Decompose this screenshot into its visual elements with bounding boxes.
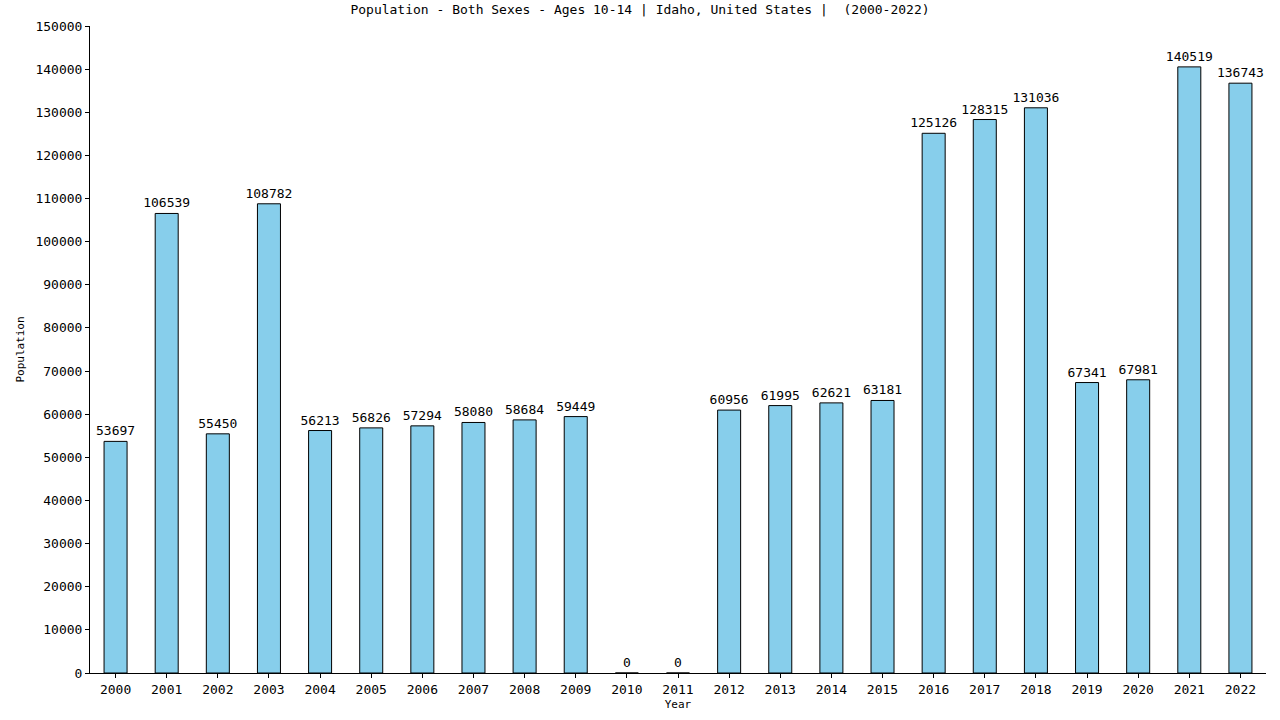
svg-text:110000: 110000 — [35, 191, 82, 206]
svg-text:2004: 2004 — [304, 682, 335, 697]
svg-text:140000: 140000 — [35, 62, 82, 77]
svg-text:2002: 2002 — [202, 682, 233, 697]
svg-text:2003: 2003 — [253, 682, 284, 697]
svg-text:2015: 2015 — [867, 682, 898, 697]
svg-text:130000: 130000 — [35, 105, 82, 120]
svg-text:58684: 58684 — [505, 402, 544, 417]
svg-text:150000: 150000 — [35, 19, 82, 34]
svg-text:10000: 10000 — [43, 622, 82, 637]
svg-text:Year: Year — [665, 698, 692, 711]
svg-text:56826: 56826 — [352, 410, 391, 425]
svg-text:0: 0 — [75, 666, 83, 681]
svg-text:2006: 2006 — [407, 682, 438, 697]
svg-text:2020: 2020 — [1123, 682, 1154, 697]
svg-text:2012: 2012 — [713, 682, 744, 697]
svg-text:131036: 131036 — [1012, 90, 1059, 105]
svg-text:125126: 125126 — [910, 115, 957, 130]
svg-text:2007: 2007 — [458, 682, 489, 697]
svg-text:60000: 60000 — [43, 407, 82, 422]
svg-text:2005: 2005 — [356, 682, 387, 697]
svg-text:2017: 2017 — [969, 682, 1000, 697]
svg-text:90000: 90000 — [43, 277, 82, 292]
svg-text:2008: 2008 — [509, 682, 540, 697]
svg-text:120000: 120000 — [35, 148, 82, 163]
svg-text:58080: 58080 — [454, 404, 493, 419]
svg-text:61995: 61995 — [761, 388, 800, 403]
svg-text:2000: 2000 — [100, 682, 131, 697]
svg-text:0: 0 — [623, 655, 631, 670]
svg-text:80000: 80000 — [43, 320, 82, 335]
svg-text:50000: 50000 — [43, 450, 82, 465]
svg-text:128315: 128315 — [961, 102, 1008, 117]
svg-text:53697: 53697 — [96, 423, 135, 438]
svg-text:67981: 67981 — [1119, 362, 1158, 377]
svg-text:55450: 55450 — [198, 416, 237, 431]
svg-text:59449: 59449 — [556, 399, 595, 414]
svg-text:63181: 63181 — [863, 382, 902, 397]
svg-text:56213: 56213 — [301, 413, 340, 428]
svg-text:136743: 136743 — [1217, 65, 1264, 80]
svg-text:57294: 57294 — [403, 408, 442, 423]
svg-text:108782: 108782 — [245, 186, 292, 201]
svg-text:Population - Both Sexes - Ages: Population - Both Sexes - Ages 10-14 | I… — [350, 2, 929, 17]
svg-text:106539: 106539 — [143, 195, 190, 210]
svg-text:2018: 2018 — [1020, 682, 1051, 697]
svg-text:2013: 2013 — [765, 682, 796, 697]
svg-text:100000: 100000 — [35, 234, 82, 249]
svg-text:Population: Population — [14, 316, 27, 382]
svg-text:67341: 67341 — [1067, 365, 1106, 380]
svg-text:30000: 30000 — [43, 536, 82, 551]
svg-text:20000: 20000 — [43, 579, 82, 594]
svg-text:140519: 140519 — [1166, 49, 1213, 64]
svg-text:60956: 60956 — [710, 392, 749, 407]
svg-text:62621: 62621 — [812, 385, 851, 400]
svg-text:2021: 2021 — [1174, 682, 1205, 697]
svg-text:0: 0 — [674, 655, 682, 670]
svg-text:70000: 70000 — [43, 364, 82, 379]
svg-text:2019: 2019 — [1071, 682, 1102, 697]
svg-text:2001: 2001 — [151, 682, 182, 697]
svg-text:2022: 2022 — [1225, 682, 1256, 697]
svg-text:2011: 2011 — [662, 682, 693, 697]
svg-text:2009: 2009 — [560, 682, 591, 697]
svg-text:2016: 2016 — [918, 682, 949, 697]
svg-text:2014: 2014 — [816, 682, 847, 697]
svg-text:2010: 2010 — [611, 682, 642, 697]
svg-text:40000: 40000 — [43, 493, 82, 508]
